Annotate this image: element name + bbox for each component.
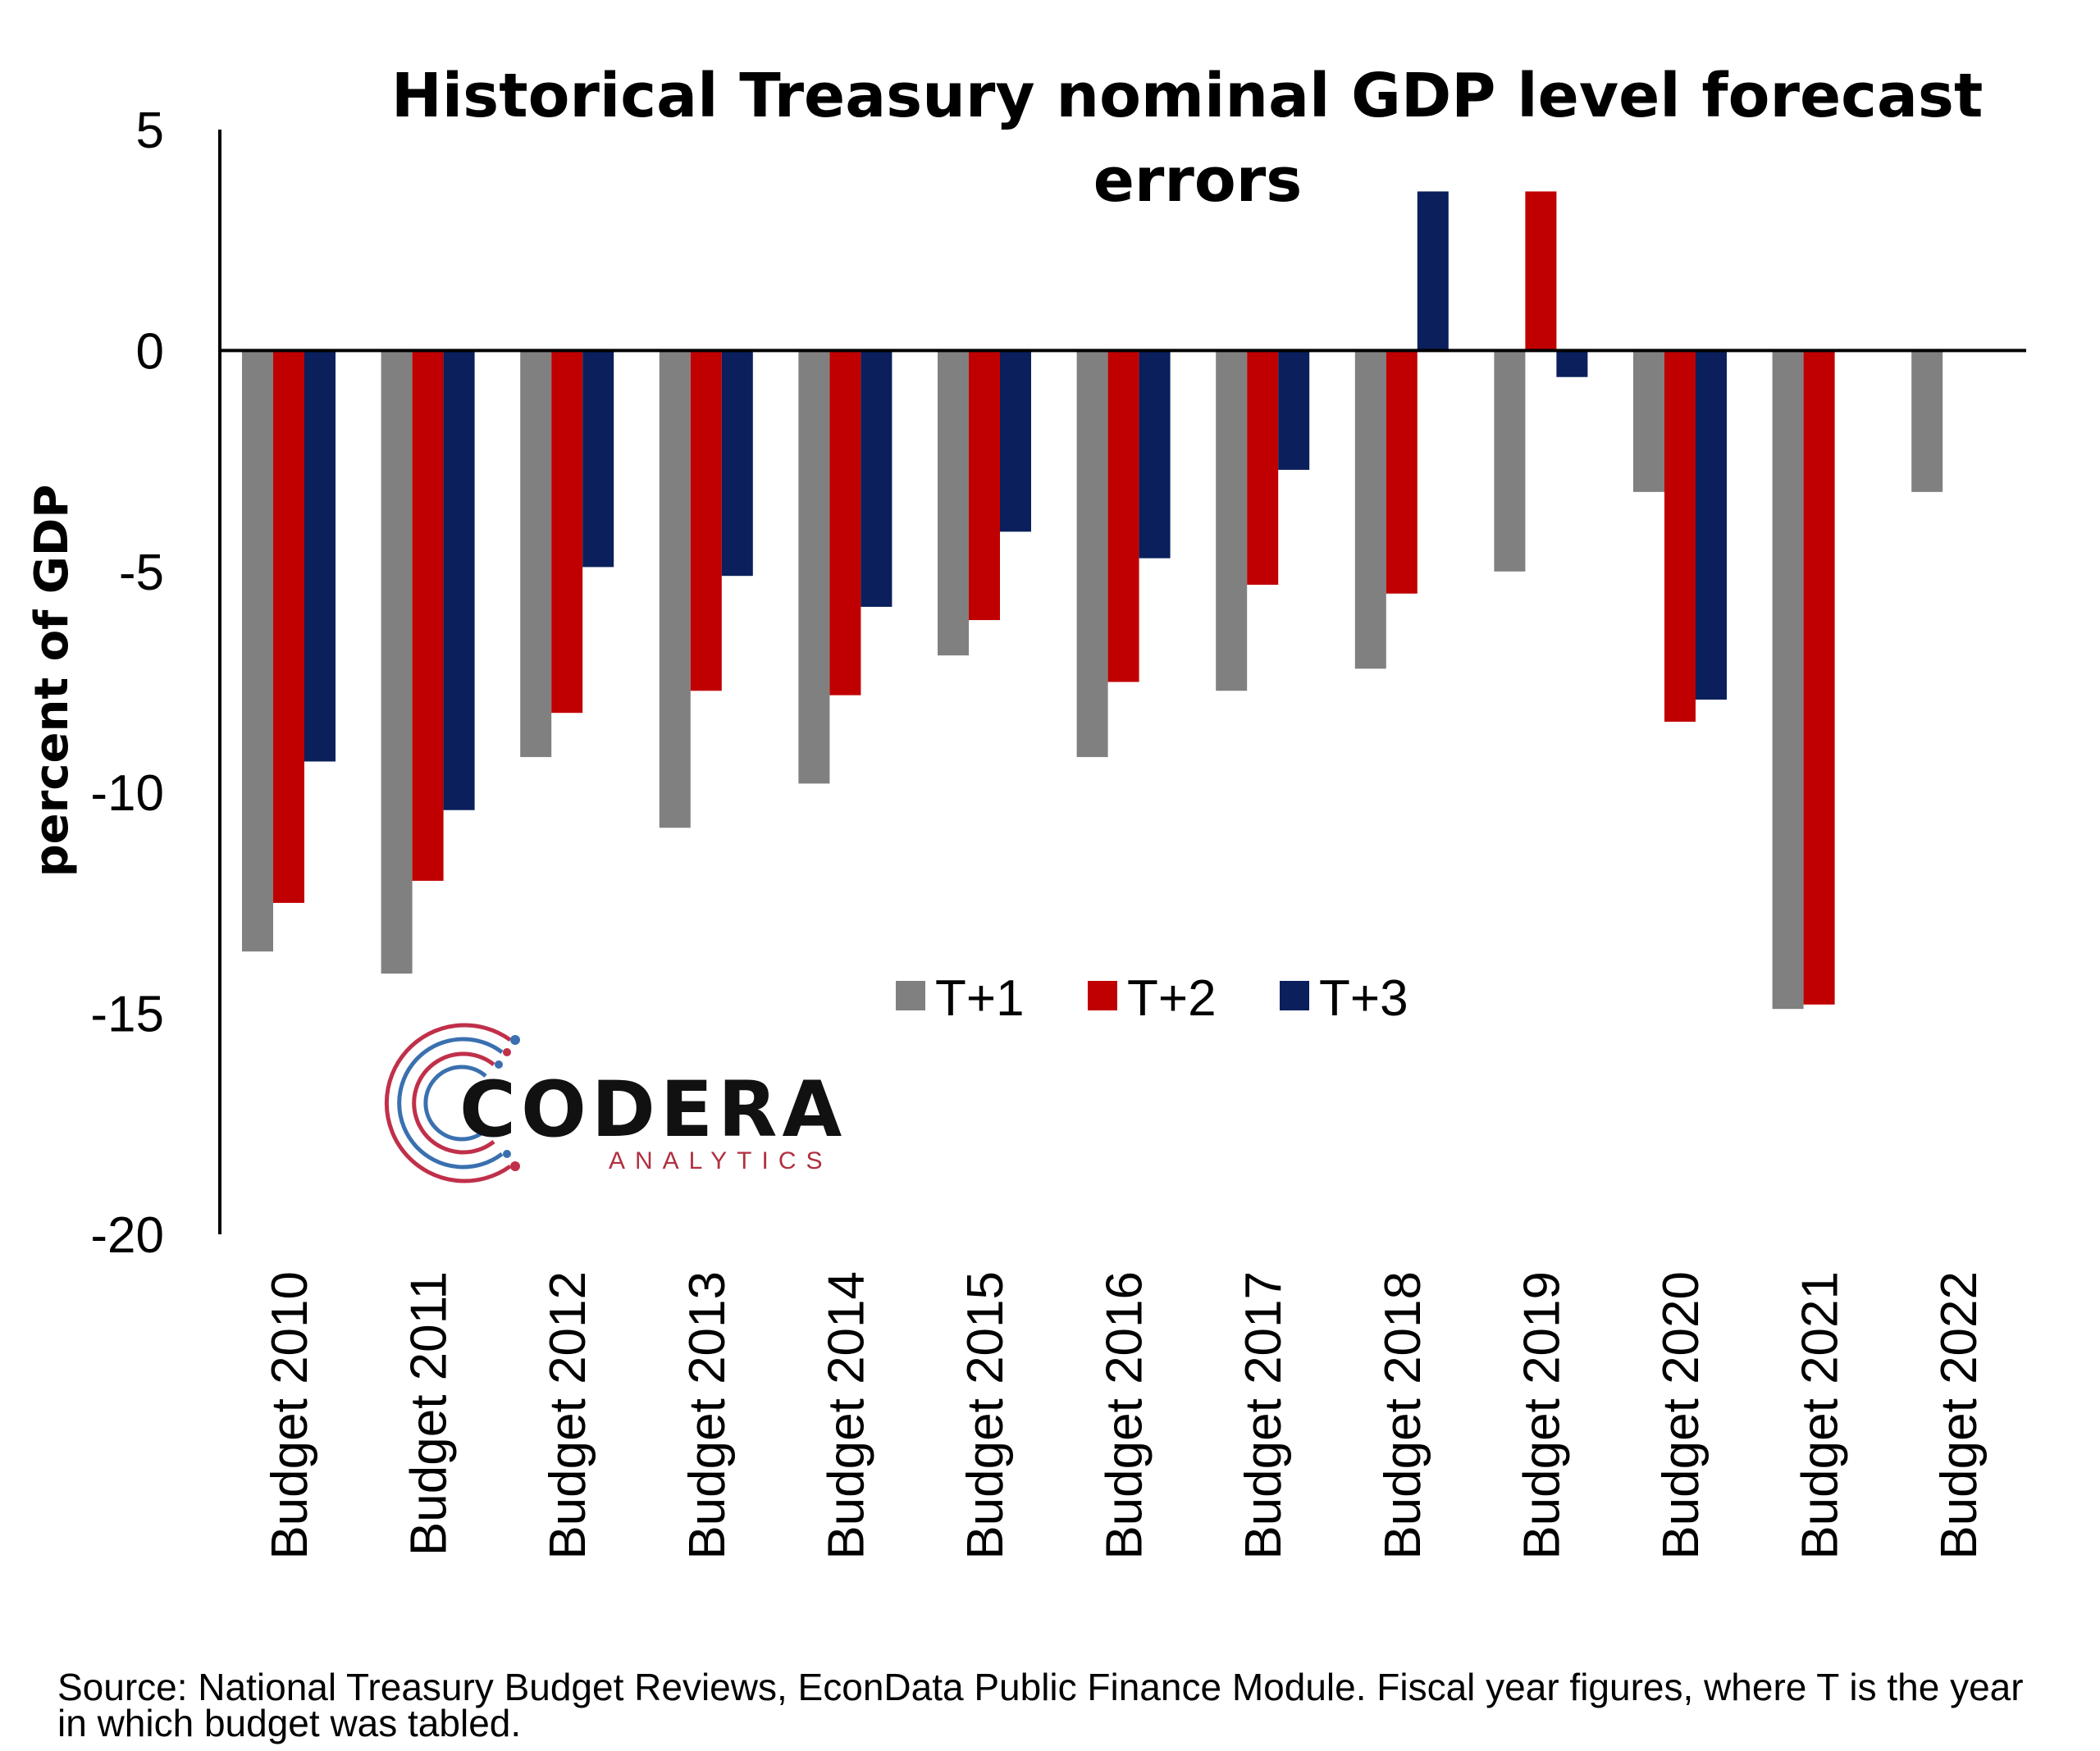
legend-label: T+3: [1319, 970, 1408, 1027]
bar-tplus3-budget-2011: [443, 350, 475, 810]
y-tick-label: -15: [90, 987, 164, 1043]
bar-tplus3-budget-2015: [1000, 350, 1031, 532]
bar-tplus3-budget-2016: [1139, 350, 1171, 559]
bar-tplus3-budget-2019: [1556, 350, 1588, 377]
y-tick-labels: 5 0 -5 -10 -15 -20: [90, 103, 164, 1264]
y-tick-label: -5: [119, 545, 164, 601]
bar-tplus1-budget-2011: [381, 350, 413, 974]
bar-tplus2-budget-2019: [1525, 191, 1557, 351]
legend-swatch-tplus3: [1280, 981, 1309, 1010]
bar-tplus3-budget-2014: [861, 350, 892, 607]
bar-tplus1-budget-2013: [659, 350, 691, 828]
bar-tplus1-budget-2014: [798, 350, 830, 784]
bar-tplus3-budget-2012: [582, 350, 614, 568]
bar-tplus2-budget-2014: [829, 350, 861, 695]
y-tick-label: 5: [136, 103, 164, 159]
logo-name: CODERA: [459, 1065, 847, 1155]
x-tick-label: Budget 2018: [1375, 1271, 1431, 1560]
bar-tplus1-budget-2012: [520, 350, 552, 758]
bar-tplus2-budget-2017: [1247, 350, 1279, 585]
y-tick-label: -10: [90, 765, 164, 822]
x-tick-label: Budget 2019: [1513, 1271, 1570, 1560]
bar-tplus1-budget-2018: [1354, 350, 1386, 669]
y-tick-label: -20: [90, 1207, 164, 1264]
legend-label: T+2: [1127, 970, 1217, 1027]
x-tick-label: Budget 2022: [1931, 1271, 1988, 1560]
bar-tplus3-budget-2020: [1696, 350, 1727, 700]
legend-swatch-tplus2: [1088, 981, 1117, 1010]
bar-tplus1-budget-2022: [1911, 350, 1943, 492]
x-tick-label: Budget 2016: [1097, 1271, 1153, 1560]
legend-label: T+1: [935, 970, 1025, 1027]
bar-tplus3-budget-2013: [721, 350, 753, 577]
bar-tplus1-budget-2016: [1076, 350, 1108, 758]
y-tick-label: 0: [136, 323, 164, 380]
bar-tplus2-budget-2016: [1107, 350, 1139, 682]
x-tick-label: Budget 2013: [679, 1271, 736, 1560]
logo-tagline: ANALYTICS: [609, 1147, 833, 1174]
bar-tplus1-budget-2017: [1216, 350, 1248, 691]
x-tick-label: Budget 2010: [262, 1271, 318, 1560]
x-tick-label: Budget 2020: [1653, 1271, 1710, 1560]
bar-tplus2-budget-2018: [1386, 350, 1418, 594]
legend: T+1 T+2 T+3: [896, 970, 1408, 1027]
x-tick-label: Budget 2014: [818, 1271, 874, 1560]
bar-tplus2-budget-2012: [551, 350, 583, 714]
x-tick-label: Budget 2015: [957, 1271, 1014, 1560]
bar-tplus2-budget-2020: [1664, 350, 1696, 722]
legend-swatch-tplus1: [896, 981, 925, 1010]
x-tick-label: Budget 2021: [1792, 1271, 1849, 1560]
bar-tplus1-budget-2020: [1633, 350, 1664, 492]
bar-tplus3-budget-2018: [1417, 191, 1449, 351]
bar-tplus1-budget-2021: [1772, 350, 1804, 1010]
bar-tplus2-budget-2021: [1803, 350, 1835, 1005]
bar-tplus3-budget-2010: [304, 350, 336, 762]
x-tick-label: Budget 2017: [1235, 1271, 1292, 1560]
bar-tplus1-budget-2010: [242, 350, 273, 952]
chart-title-line-2: errors: [1093, 145, 1303, 216]
bar-tplus2-budget-2010: [273, 350, 304, 903]
circular-dots-logo-icon: [384, 1023, 520, 1183]
chart-title: Historical Treasury nominal GDP level fo…: [391, 61, 2004, 216]
codera-logo: CODERA ANALYTICS: [384, 1023, 847, 1183]
bar-tplus2-budget-2015: [969, 350, 1000, 621]
chart-title-line-1: Historical Treasury nominal GDP level fo…: [391, 61, 1983, 131]
bar-tplus2-budget-2013: [690, 350, 722, 691]
x-tick-label: Budget 2012: [540, 1271, 596, 1560]
bar-tplus2-budget-2011: [412, 350, 444, 881]
bar-tplus3-budget-2017: [1278, 350, 1310, 470]
bars: [242, 191, 1943, 1010]
x-tick-label: Budget 2011: [401, 1271, 458, 1556]
source-note: Source: National Treasury Budget Reviews…: [57, 1666, 2024, 1744]
bar-tplus1-budget-2019: [1494, 350, 1526, 572]
x-tick-labels: Budget 2010 Budget 2011 Budget 2012 Budget …: [262, 1271, 1988, 1560]
bar-tplus1-budget-2015: [938, 350, 969, 656]
y-axis-label: percent of GDP: [25, 485, 79, 878]
